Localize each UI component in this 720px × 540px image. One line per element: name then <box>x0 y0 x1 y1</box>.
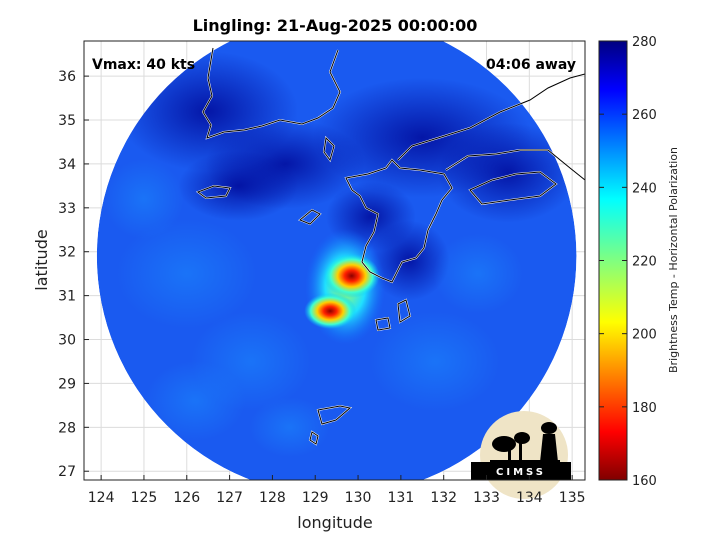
warm-region <box>116 218 257 329</box>
convective-core <box>304 292 357 329</box>
colorbar-tick-label: 280 <box>632 35 657 50</box>
warm-region <box>370 311 501 412</box>
plot-area: CIMSS 124 125 126 127 128 129 130 131 132 133 134 1… <box>58 40 586 506</box>
y-tick-label: 31 <box>58 289 76 305</box>
cold-region <box>437 122 577 223</box>
coastline-segment-outer <box>445 149 585 205</box>
colorbar-tick-label: 260 <box>632 108 657 123</box>
y-tick-label: 32 <box>58 245 76 261</box>
x-tick-label: 131 <box>388 490 415 506</box>
cimss-logo: CIMSS <box>471 411 571 499</box>
colorbar: 160 180 200 220 240 260 280 Brightness Temp - … <box>598 35 680 489</box>
y-tick-label: 36 <box>58 69 76 85</box>
warm-region <box>432 233 523 314</box>
coastline-segment-outer <box>309 431 319 445</box>
y-tick-label: 29 <box>58 376 76 392</box>
colorbar-tick-label: 160 <box>632 474 657 489</box>
coastline-segment-outer <box>196 185 231 199</box>
coastline-segment-outer <box>323 136 335 162</box>
colorbar-tick-label: 220 <box>632 255 657 270</box>
x-tick-label: 130 <box>345 490 372 506</box>
y-tick-label: 28 <box>58 420 76 436</box>
colorbar-tick-label: 200 <box>632 328 657 343</box>
plot-frame <box>83 40 586 481</box>
coastline-segment-outer <box>375 317 391 331</box>
coastline-segment-outer <box>397 73 585 161</box>
y-tick-label: 35 <box>58 113 76 129</box>
time-away-label: 04:06 away <box>486 57 576 73</box>
x-tick-label: 125 <box>131 490 158 506</box>
x-tick-label: 129 <box>302 490 329 506</box>
y-axis-label: latitude <box>32 229 51 290</box>
coastline-black <box>196 47 585 445</box>
y-axis-ticks: 27 28 29 30 31 32 33 34 35 36 <box>58 69 89 480</box>
warm-region <box>145 360 246 441</box>
colorbar-tick-label: 180 <box>632 401 657 416</box>
x-axis-label: longitude <box>297 513 372 532</box>
x-tick-label: 133 <box>473 490 500 506</box>
cold-region <box>178 150 299 221</box>
convective-core <box>323 253 380 298</box>
coastline-segment-outer <box>397 299 411 323</box>
coastline-segment-outer <box>202 47 341 139</box>
x-tick-label: 127 <box>216 490 243 506</box>
y-tick-label: 34 <box>58 157 76 173</box>
x-tick-label: 124 <box>88 490 115 506</box>
coastline-segment-outer <box>299 209 321 225</box>
coastline-segment-outer <box>345 159 453 283</box>
y-tick-label: 30 <box>58 333 76 349</box>
y-tick-label: 33 <box>58 201 76 217</box>
y-tick-label: 27 <box>58 464 76 480</box>
storm-features <box>304 228 386 345</box>
coastline-segment-outer <box>317 405 352 425</box>
chart-title: Lingling: 21-Aug-2025 00:00:00 <box>193 16 478 35</box>
x-tick-label: 128 <box>259 490 286 506</box>
colorbar-label: Brightness Temp - Horizontal Polarizatio… <box>667 147 680 373</box>
x-tick-label: 132 <box>430 490 457 506</box>
vmax-label: Vmax: 40 kts <box>92 57 195 73</box>
logo-banner <box>471 462 571 480</box>
warm-region <box>103 159 184 240</box>
logo-text: CIMSS <box>496 467 546 478</box>
warm-region <box>249 397 330 458</box>
colorbar-tick-label: 240 <box>632 181 657 196</box>
x-tick-label: 126 <box>173 490 200 506</box>
x-tick-label: 134 <box>516 490 543 506</box>
x-tick-label: 135 <box>559 490 586 506</box>
x-axis-ticks: 124 125 126 127 128 129 130 131 132 133 134 135 <box>88 475 586 506</box>
colorbar-ticks: 160 180 200 220 240 260 280 <box>599 35 657 489</box>
